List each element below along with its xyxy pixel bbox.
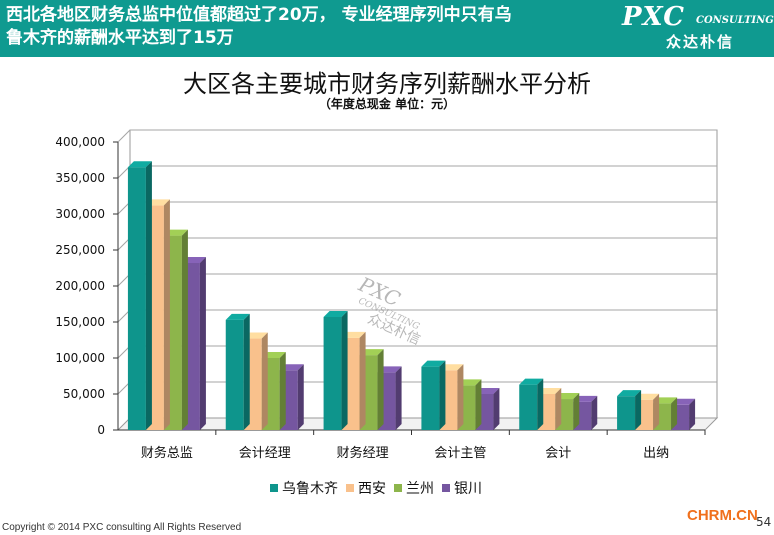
- headline: 西北各地区财务总监中位值都超过了20万， 专业经理序列中只有乌 鲁木齐的薪酬水平…: [6, 5, 512, 48]
- legend-swatch: [270, 484, 278, 492]
- bar-side-face: [279, 352, 286, 430]
- bar-top-face: [519, 378, 544, 385]
- legend-item: 银川: [442, 478, 482, 498]
- bar: [617, 396, 636, 430]
- logo-wordmark: PXC: [622, 2, 685, 32]
- bar-side-face: [653, 393, 660, 430]
- bar: [127, 167, 146, 430]
- y-tick-label: 400,000: [55, 135, 105, 149]
- pxc-logo: PXC CONSULTING 众达朴信: [620, 2, 774, 54]
- y-tick-label: 100,000: [55, 351, 105, 365]
- legend-item: 兰州: [394, 478, 434, 498]
- bar: [323, 316, 342, 430]
- bar-side-face: [439, 360, 446, 430]
- bar-side-face: [537, 378, 544, 430]
- bar-side-face: [243, 313, 250, 430]
- bar-side-face: [199, 256, 206, 430]
- bar-side-face: [395, 366, 402, 430]
- y-tick-label: 150,000: [55, 315, 105, 329]
- bar-side-face: [297, 364, 304, 430]
- chart-axes: [113, 141, 706, 435]
- bar-side-face: [457, 364, 464, 430]
- bar-side-face: [145, 161, 152, 430]
- legend-label: 乌鲁木齐: [282, 481, 338, 497]
- header-banner: 西北各地区财务总监中位值都超过了20万， 专业经理序列中只有乌 鲁木齐的薪酬水平…: [0, 0, 774, 57]
- bar-top-face: [127, 161, 152, 168]
- x-tick-label: 财务总监: [141, 445, 193, 461]
- x-tick-label: 会计经理: [239, 446, 291, 461]
- chart-subtitle: （年度总现金 单位：元）: [318, 97, 456, 111]
- bar-side-face: [689, 398, 696, 430]
- y-tick-label: 200,000: [55, 279, 105, 293]
- x-tick-label: 会计: [545, 446, 571, 461]
- legend-swatch: [346, 484, 354, 492]
- bar-side-face: [475, 379, 482, 430]
- gridline-side: [117, 129, 131, 143]
- logo-chinese-name: 众达朴信: [666, 33, 735, 51]
- bar-top-face: [225, 313, 250, 320]
- legend-item: 乌鲁木齐: [270, 478, 338, 498]
- bar: [421, 366, 440, 430]
- legend-label: 西安: [358, 481, 386, 497]
- bar-side-face: [671, 397, 678, 430]
- logo-subtext: CONSULTING: [696, 15, 774, 26]
- bar-side-face: [181, 229, 188, 430]
- bar-side-face: [163, 199, 170, 430]
- x-tick-label: 财务经理: [337, 445, 389, 461]
- legend-label: 兰州: [406, 481, 434, 497]
- bar: [519, 384, 538, 430]
- legend-label: 银川: [454, 481, 482, 497]
- x-tick-label: 出纳: [643, 446, 669, 461]
- y-tick-label: 300,000: [55, 207, 105, 221]
- bar-side-face: [359, 331, 366, 430]
- source-label: CHRM.CN: [687, 507, 758, 524]
- bar-top-face: [617, 390, 642, 397]
- y-tick-label: 350,000: [55, 171, 105, 185]
- bar-side-face: [493, 388, 500, 430]
- legend-swatch: [394, 484, 402, 492]
- x-tick-label: 会计主管: [434, 446, 486, 461]
- page-number: 54: [756, 515, 772, 529]
- bar-side-face: [261, 332, 268, 430]
- bar-top-face: [421, 360, 446, 367]
- bar-side-face: [377, 349, 384, 430]
- legend-swatch: [442, 484, 450, 492]
- chart-tick-labels: 400,000 350,000 300,000 250,000 200,000 150,0…: [55, 135, 669, 461]
- copyright-notice: Copyright © 2014 PXC consulting All Righ…: [2, 522, 242, 533]
- bar-top-face: [323, 310, 348, 317]
- y-tick-label: 0: [97, 423, 105, 437]
- chart-bars: [127, 161, 696, 430]
- bar-side-face: [635, 390, 642, 430]
- bar: [225, 319, 244, 430]
- chart-title: 大区各主要城市财务序列薪酬水平分析: [183, 70, 591, 98]
- chart-grid: [116, 129, 719, 431]
- bar-side-face: [341, 310, 348, 430]
- bar-side-face: [591, 395, 598, 430]
- bar-side-face: [573, 393, 580, 430]
- y-tick-label: 250,000: [55, 243, 105, 257]
- bar-side-face: [555, 388, 562, 430]
- y-tick-label: 50,000: [63, 387, 105, 401]
- chart-legend: 乌鲁木齐 西安 兰州 银川: [270, 478, 490, 498]
- legend-item: 西安: [346, 478, 386, 498]
